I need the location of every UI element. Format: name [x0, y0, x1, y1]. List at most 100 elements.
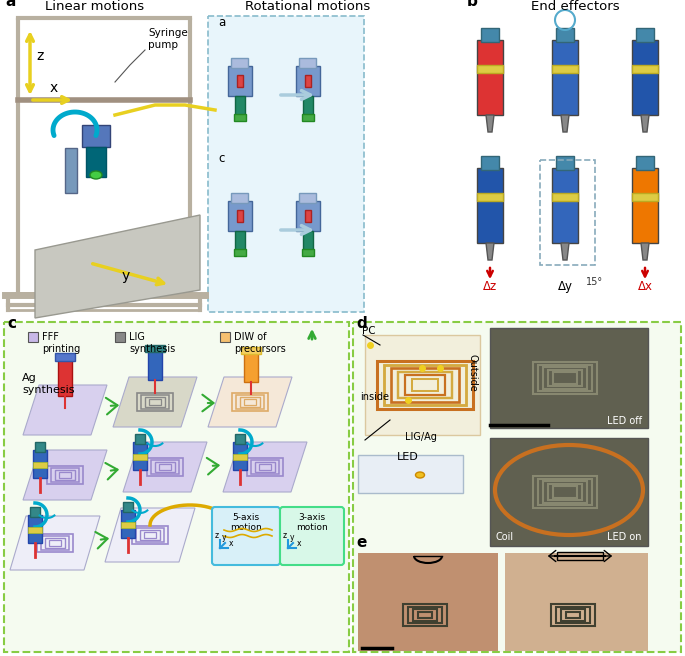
Text: LIG/Ag: LIG/Ag: [405, 432, 437, 442]
FancyBboxPatch shape: [481, 156, 499, 170]
FancyBboxPatch shape: [28, 332, 38, 342]
Polygon shape: [641, 115, 649, 132]
FancyBboxPatch shape: [33, 450, 47, 478]
FancyBboxPatch shape: [556, 28, 574, 42]
FancyBboxPatch shape: [208, 16, 364, 312]
FancyBboxPatch shape: [121, 522, 135, 528]
FancyBboxPatch shape: [228, 66, 252, 96]
Ellipse shape: [90, 171, 102, 179]
FancyBboxPatch shape: [305, 75, 312, 87]
Text: c: c: [7, 316, 16, 331]
FancyBboxPatch shape: [296, 66, 320, 96]
FancyBboxPatch shape: [236, 210, 243, 222]
Text: Δx: Δx: [638, 280, 653, 293]
Text: e: e: [356, 535, 366, 550]
FancyBboxPatch shape: [234, 249, 246, 256]
Text: d: d: [356, 316, 366, 331]
FancyBboxPatch shape: [353, 322, 681, 652]
Text: z: z: [215, 531, 219, 540]
Text: FFF
printing: FFF printing: [42, 332, 80, 354]
FancyBboxPatch shape: [303, 231, 313, 252]
Text: Outside: Outside: [468, 354, 478, 392]
FancyBboxPatch shape: [552, 193, 578, 201]
Text: LIG
synthesis: LIG synthesis: [129, 332, 175, 354]
FancyBboxPatch shape: [133, 454, 147, 460]
Text: LED: LED: [397, 452, 419, 462]
FancyBboxPatch shape: [477, 40, 503, 115]
Ellipse shape: [416, 472, 425, 478]
FancyBboxPatch shape: [228, 201, 252, 231]
Text: inside: inside: [360, 392, 389, 402]
FancyBboxPatch shape: [358, 455, 463, 493]
FancyBboxPatch shape: [477, 168, 503, 243]
FancyBboxPatch shape: [299, 58, 316, 68]
FancyBboxPatch shape: [86, 147, 106, 177]
FancyBboxPatch shape: [65, 148, 77, 193]
Text: a: a: [218, 16, 225, 29]
FancyBboxPatch shape: [236, 75, 243, 87]
Text: x: x: [229, 539, 234, 548]
Text: c: c: [218, 152, 225, 165]
Polygon shape: [35, 215, 200, 318]
Text: Rotational motions: Rotational motions: [245, 0, 371, 13]
FancyBboxPatch shape: [302, 249, 314, 256]
Polygon shape: [561, 243, 569, 260]
FancyBboxPatch shape: [35, 442, 45, 452]
FancyBboxPatch shape: [296, 201, 320, 231]
FancyBboxPatch shape: [55, 353, 75, 361]
FancyBboxPatch shape: [235, 231, 245, 252]
Polygon shape: [113, 377, 197, 427]
Polygon shape: [10, 516, 100, 570]
Polygon shape: [486, 243, 494, 260]
FancyBboxPatch shape: [82, 125, 110, 147]
Polygon shape: [208, 377, 292, 427]
Text: Syringe
pump: Syringe pump: [148, 28, 188, 50]
FancyBboxPatch shape: [28, 527, 42, 533]
FancyBboxPatch shape: [552, 65, 578, 73]
Text: Δy: Δy: [558, 280, 573, 293]
FancyBboxPatch shape: [235, 434, 245, 444]
Text: x: x: [50, 81, 58, 95]
Text: Linear motions: Linear motions: [45, 0, 145, 13]
FancyBboxPatch shape: [115, 332, 125, 342]
Text: y: y: [290, 533, 295, 542]
Text: PC: PC: [362, 326, 375, 336]
FancyBboxPatch shape: [28, 515, 42, 543]
FancyBboxPatch shape: [481, 28, 499, 42]
FancyBboxPatch shape: [4, 322, 349, 652]
FancyBboxPatch shape: [232, 58, 249, 68]
FancyBboxPatch shape: [636, 156, 654, 170]
Polygon shape: [23, 385, 107, 435]
FancyBboxPatch shape: [358, 553, 498, 651]
FancyBboxPatch shape: [636, 28, 654, 42]
FancyBboxPatch shape: [58, 358, 72, 396]
FancyBboxPatch shape: [632, 193, 658, 201]
Text: Δz: Δz: [483, 280, 497, 293]
FancyBboxPatch shape: [556, 156, 574, 170]
FancyBboxPatch shape: [280, 507, 344, 565]
Text: Ag
synthesis: Ag synthesis: [22, 373, 75, 395]
FancyBboxPatch shape: [552, 168, 578, 243]
FancyBboxPatch shape: [212, 507, 280, 565]
FancyBboxPatch shape: [632, 40, 658, 115]
Polygon shape: [561, 115, 569, 132]
FancyBboxPatch shape: [365, 335, 480, 435]
Polygon shape: [641, 243, 649, 260]
FancyBboxPatch shape: [244, 352, 258, 382]
FancyBboxPatch shape: [235, 96, 245, 117]
FancyBboxPatch shape: [121, 510, 135, 538]
FancyBboxPatch shape: [299, 193, 316, 203]
FancyBboxPatch shape: [552, 40, 578, 115]
Text: LED off: LED off: [607, 416, 642, 426]
FancyBboxPatch shape: [505, 553, 648, 651]
Text: 3-axis
motion: 3-axis motion: [296, 513, 328, 533]
Text: 15°: 15°: [586, 277, 603, 287]
FancyBboxPatch shape: [220, 332, 230, 342]
Text: y: y: [222, 533, 227, 542]
Polygon shape: [105, 508, 195, 562]
Text: a: a: [5, 0, 15, 9]
FancyBboxPatch shape: [145, 345, 165, 352]
FancyBboxPatch shape: [305, 210, 312, 222]
Text: 5-axis
motion: 5-axis motion: [230, 513, 262, 533]
Text: z: z: [36, 49, 43, 63]
